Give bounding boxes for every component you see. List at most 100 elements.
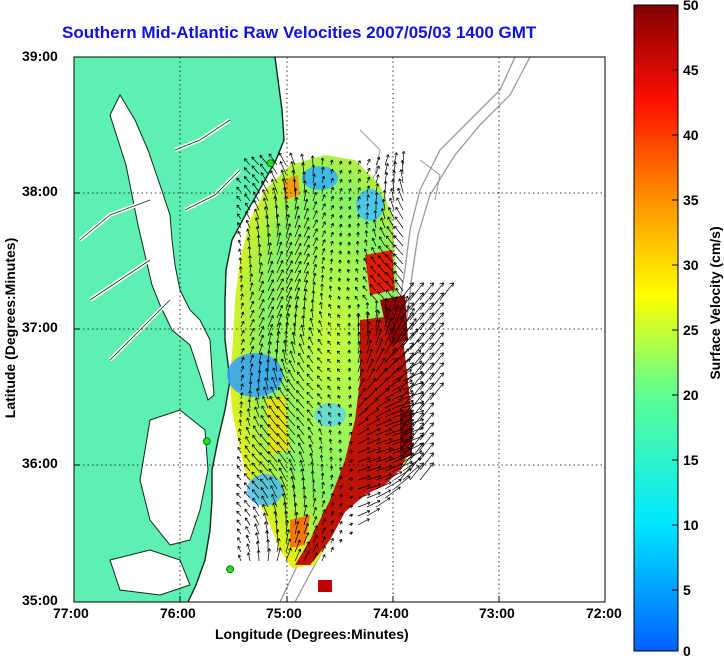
velocity-vector xyxy=(294,242,302,256)
velocity-vector xyxy=(249,273,254,283)
velocity-vector xyxy=(273,358,278,373)
velocity-vector xyxy=(276,241,283,256)
velocity-vector xyxy=(419,392,435,411)
velocity-vector xyxy=(402,295,409,310)
velocity-vector xyxy=(268,405,278,418)
velocity-vector xyxy=(375,408,392,418)
velocity-vector xyxy=(251,174,260,184)
velocity-vector xyxy=(276,538,281,553)
velocity-vector xyxy=(255,397,260,409)
velocity-vector xyxy=(271,493,278,508)
velocity-vector xyxy=(338,160,343,166)
velocity-vector xyxy=(363,248,368,256)
tick-marks xyxy=(74,192,500,602)
velocity-vector xyxy=(316,366,323,373)
velocity-vector xyxy=(330,168,334,175)
grid xyxy=(74,57,605,602)
velocity-vector xyxy=(294,269,302,283)
velocity-vector xyxy=(270,386,278,400)
velocity-vector xyxy=(327,340,332,346)
velocity-vector xyxy=(294,215,301,229)
x-tick: 76:00 xyxy=(160,605,196,621)
velocity-vector xyxy=(312,201,318,211)
velocity-vector xyxy=(419,292,435,311)
velocity-vector xyxy=(267,297,275,310)
x-tick: 75:00 xyxy=(266,605,302,621)
velocity-vector xyxy=(379,226,386,238)
velocity-vector xyxy=(419,282,435,301)
velocity-vector xyxy=(249,291,254,301)
velocity-vector xyxy=(267,433,278,445)
velocity-vector xyxy=(375,455,393,463)
velocity-vector xyxy=(245,436,251,445)
velocity-vector xyxy=(267,451,278,463)
velocity-vector xyxy=(357,456,371,463)
velocity-vector xyxy=(399,312,415,331)
velocity-vector xyxy=(321,230,326,238)
velocity-vector xyxy=(409,322,425,341)
velocity-vector xyxy=(321,185,326,193)
velocity-vector xyxy=(419,322,435,341)
velocity-vector xyxy=(357,484,371,490)
velocity-vector xyxy=(318,419,323,427)
velocity-vector xyxy=(357,518,370,526)
colorbar-tick: 45 xyxy=(683,62,699,78)
velocity-vector xyxy=(239,401,244,409)
velocity-vector xyxy=(429,372,445,391)
velocity-vector xyxy=(393,305,399,319)
velocity-vector xyxy=(307,355,314,364)
velocity-vector xyxy=(249,336,255,346)
velocity-vector xyxy=(320,274,325,283)
velocity-vector xyxy=(321,481,325,490)
velocity-vector xyxy=(399,402,415,421)
sound-water xyxy=(139,409,209,546)
velocity-vector xyxy=(347,331,351,337)
velocity-vector xyxy=(303,550,310,562)
velocity-vector xyxy=(419,382,435,401)
velocity-vector xyxy=(393,409,414,418)
velocity-vector xyxy=(348,522,354,527)
velocity-vector xyxy=(399,452,415,471)
velocity-vector xyxy=(385,235,395,247)
velocity-vector xyxy=(357,368,364,382)
velocity-vector xyxy=(384,471,403,481)
velocity-vector xyxy=(246,237,251,247)
velocity-vector xyxy=(300,324,305,337)
velocity-vector xyxy=(239,275,244,283)
velocity-vector xyxy=(294,224,301,238)
velocity-vector xyxy=(330,213,334,220)
velocity-vector xyxy=(369,293,377,301)
velocity-vector xyxy=(307,345,314,355)
velocity-vector xyxy=(312,246,318,256)
x-axis-label: Longitude (Degrees:Minutes) xyxy=(215,626,409,642)
velocity-vector xyxy=(294,233,302,247)
velocity-vector xyxy=(299,333,305,346)
velocity-vector xyxy=(276,278,284,292)
velocity-vector xyxy=(276,296,284,310)
velocity-vector xyxy=(285,260,293,274)
velocity-vector xyxy=(419,302,435,321)
velocity-vector xyxy=(303,198,309,211)
velocity-vector xyxy=(271,376,278,391)
y-tick: 35:00 xyxy=(22,592,58,608)
velocity-vector xyxy=(365,203,370,211)
velocity-vector xyxy=(253,506,260,517)
velocity-vector xyxy=(329,276,333,283)
velocity-vector xyxy=(256,234,261,247)
velocity-vector xyxy=(419,332,435,351)
velocity-vector xyxy=(337,323,341,328)
velocity-vector xyxy=(254,217,260,229)
velocity-vector xyxy=(366,330,372,346)
velocity-vector xyxy=(276,260,284,274)
velocity-vector xyxy=(312,272,317,283)
velocity-vector xyxy=(393,337,408,355)
velocity-vector xyxy=(364,221,369,229)
velocity-vector xyxy=(397,187,404,202)
velocity-vector xyxy=(419,352,435,371)
velocity-vector xyxy=(244,499,251,508)
velocity-vector xyxy=(393,235,404,247)
velocity-vector xyxy=(319,292,324,301)
velocity-vector xyxy=(330,231,334,238)
velocity-vector xyxy=(237,554,242,562)
velocity-vector xyxy=(348,459,353,463)
